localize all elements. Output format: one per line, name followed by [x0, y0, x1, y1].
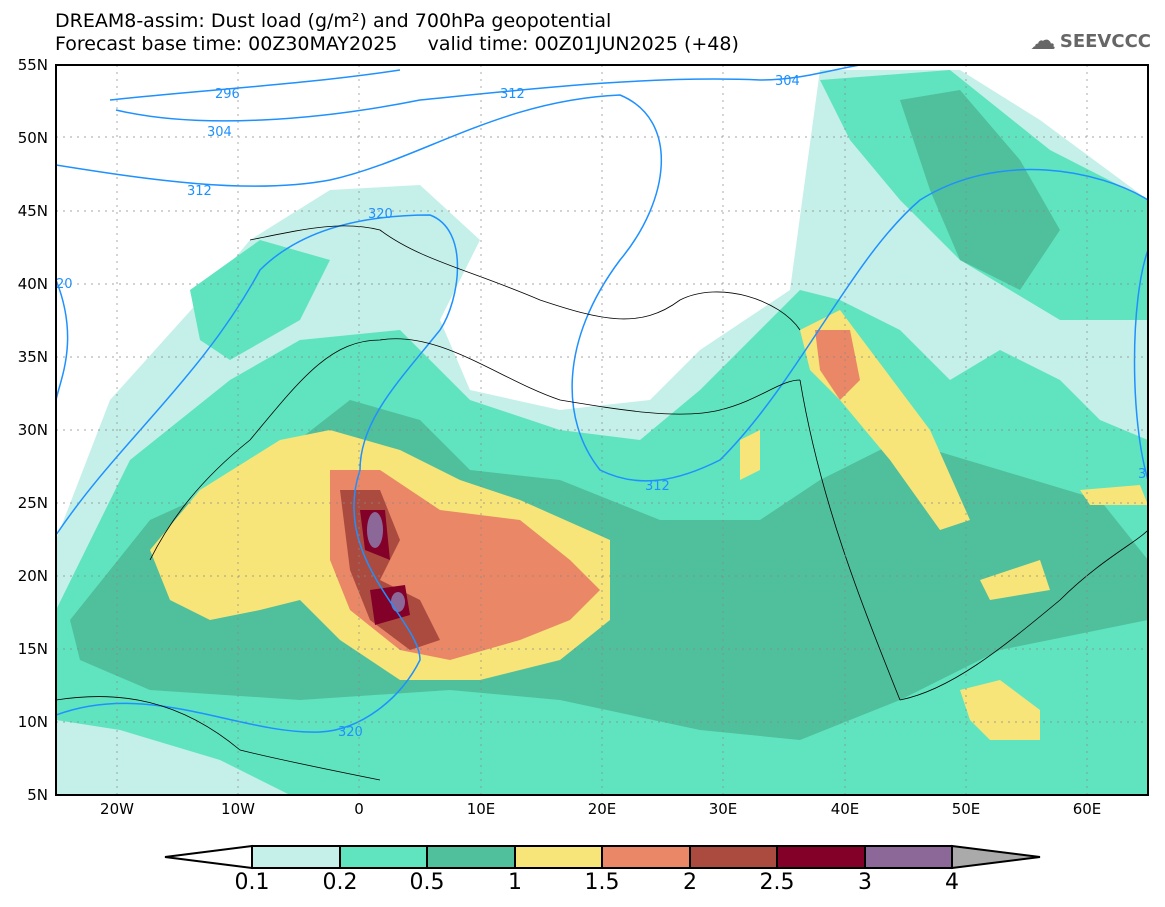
lon-label: 10W: [221, 800, 255, 818]
lon-label: 30E: [708, 800, 738, 818]
lon-label: 60E: [1072, 800, 1102, 818]
svg-text:312: 312: [500, 87, 525, 102]
colorbar-swatch: [251, 845, 341, 869]
colorbar-swatch: [514, 845, 603, 869]
dust-level-1: [740, 430, 760, 480]
lat-label: 15N: [17, 640, 48, 658]
lon-label: 50E: [951, 800, 981, 818]
map-frame: [55, 64, 1149, 796]
dust-level-0.5: [900, 90, 1060, 290]
colorbar: [164, 844, 1041, 870]
lat-label: 10N: [17, 713, 48, 731]
svg-text:20: 20: [56, 277, 73, 292]
dust-level-1: [980, 560, 1050, 600]
svg-text:296: 296: [215, 87, 240, 102]
colorbar-swatch: [339, 845, 428, 869]
svg-text:304: 304: [207, 125, 232, 140]
cloud-icon: ☁: [1029, 26, 1056, 56]
lat-label: 25N: [17, 494, 48, 512]
dust-level-1: [1080, 485, 1148, 505]
svg-text:320: 320: [338, 725, 363, 740]
map-title: DREAM8-assim: Dust load (g/m²) and 700hP…: [55, 10, 612, 32]
lat-label: 5N: [27, 786, 48, 804]
contour-label: 296 304 312 304 312 320 312 320 20 3: [56, 74, 1146, 740]
colorbar-swatch: [864, 845, 953, 869]
dust-level-3: [367, 512, 383, 548]
lat-label: 20N: [17, 567, 48, 585]
colorbar-label: 3: [858, 870, 872, 895]
svg-text:320: 320: [368, 207, 393, 222]
colorbar-label: 2.5: [759, 870, 795, 895]
colorbar-under: [164, 844, 253, 870]
geopotential-contours: [56, 65, 1148, 733]
seevccc-logo: ☁ SEEVCCC: [1029, 26, 1151, 56]
svg-text:312: 312: [645, 479, 670, 494]
dust-level-1: [960, 680, 1040, 740]
colorbar-swatch: [601, 845, 691, 869]
lat-label: 35N: [17, 348, 48, 366]
svg-text:3: 3: [1138, 467, 1146, 482]
colorbar-label: 0.2: [322, 870, 358, 895]
colorbar-label: 2: [683, 870, 697, 895]
colorbar-label: 1.5: [584, 870, 620, 895]
lat-label: 30N: [17, 421, 48, 439]
grid-lines: [56, 65, 1148, 795]
dust-level-0.2: [190, 240, 330, 360]
dust-field: 296 304 312 304 312 320 312 320 20 3: [56, 65, 1148, 795]
lat-label: 55N: [17, 56, 48, 74]
dust-level-1.5: [815, 330, 860, 400]
colorbar-over: [951, 844, 1041, 870]
lon-label: 0: [354, 800, 364, 818]
coastlines: [56, 225, 1148, 781]
forecast-times: Forecast base time: 00Z30MAY2025 valid t…: [55, 33, 739, 55]
lon-label: 20E: [587, 800, 617, 818]
lon-label: 10E: [466, 800, 496, 818]
colorbar-swatch: [426, 845, 516, 869]
colorbar-swatch: [776, 845, 866, 869]
colorbar-label: 4: [945, 870, 959, 895]
dust-level-3: [391, 592, 405, 612]
lat-label: 50N: [17, 129, 48, 147]
colorbar-label: 0.1: [234, 870, 270, 895]
lat-label: 45N: [17, 202, 48, 220]
colorbar-swatch: [689, 845, 778, 869]
colorbar-label: 1: [508, 870, 522, 895]
colorbar-label: 0.5: [409, 870, 445, 895]
svg-text:304: 304: [775, 74, 800, 89]
lat-label: 40N: [17, 275, 48, 293]
svg-text:312: 312: [187, 184, 212, 199]
lon-label: 20W: [100, 800, 134, 818]
lon-label: 40E: [830, 800, 860, 818]
